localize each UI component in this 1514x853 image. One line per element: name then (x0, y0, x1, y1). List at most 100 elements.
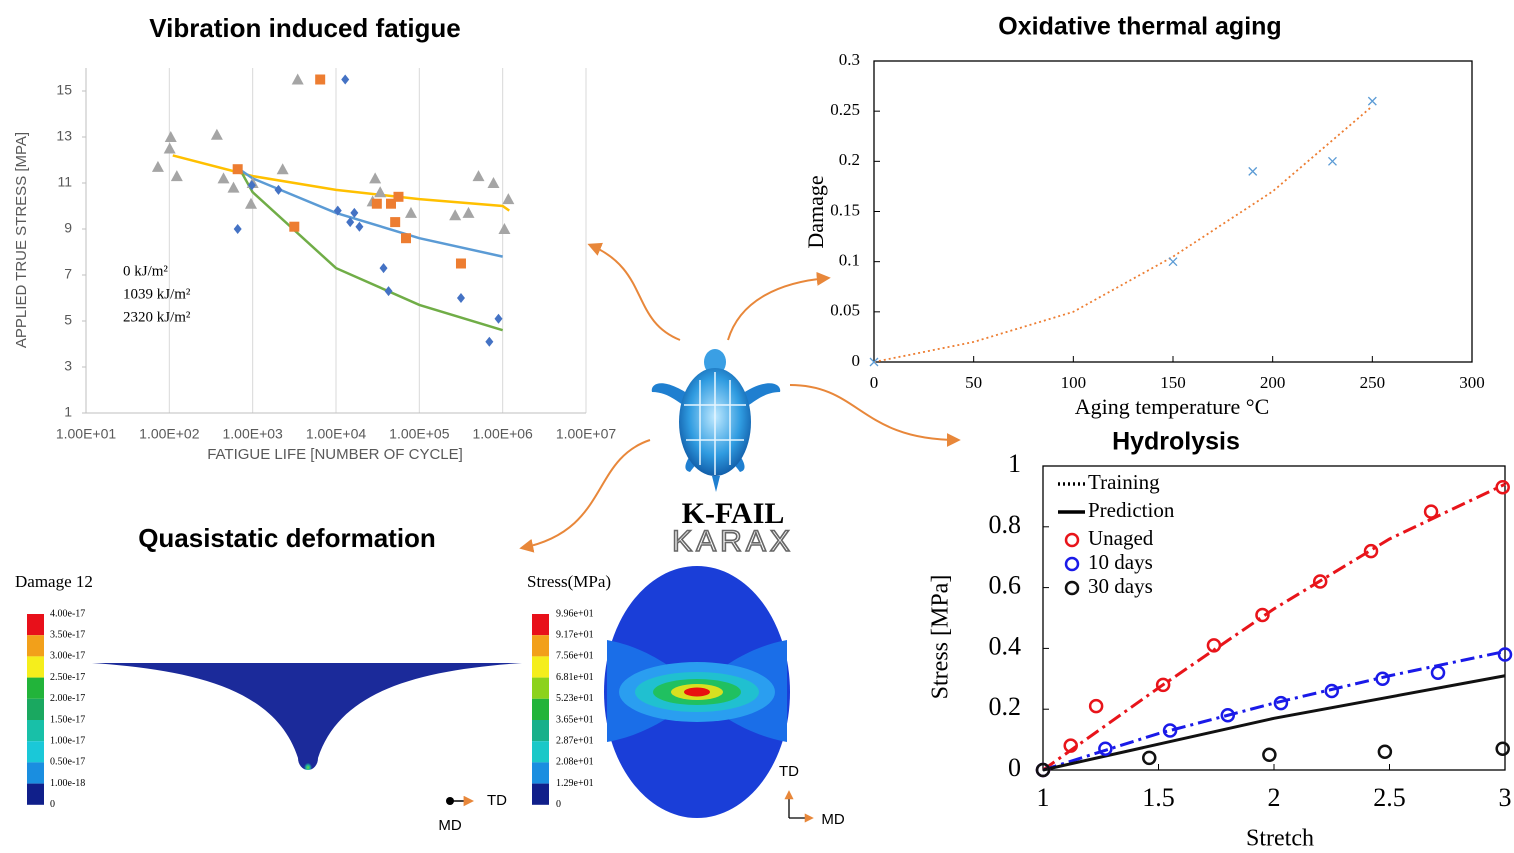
marker-x (1367, 96, 1377, 106)
marker-circle (1273, 695, 1289, 711)
colorbar-label: 1.00e-18 (50, 778, 85, 789)
shell-pattern (684, 372, 746, 475)
marker-triangle (374, 186, 387, 198)
arrow (727, 271, 831, 341)
colorbar-label: 6.81e+01 (556, 672, 594, 683)
y-tick-label: 1 (64, 404, 72, 420)
marker-diamond (333, 205, 342, 216)
y-axis-label: Stress [MPa] (928, 575, 954, 700)
marker-diamond (346, 217, 355, 228)
marker-triangle (498, 223, 511, 234)
turtle-logo (651, 349, 781, 492)
colorbar-label: 0.50e-17 (50, 757, 85, 768)
marker-circle (1377, 744, 1393, 760)
trend-line (238, 168, 504, 332)
marker-square (390, 217, 401, 228)
legend-marker (1064, 556, 1080, 572)
x-axis-label: Stretch (1246, 826, 1314, 852)
marker-triangle (227, 181, 240, 193)
marker-triangle (291, 73, 304, 85)
arrow (789, 384, 961, 447)
marker-square (385, 198, 396, 209)
y-tick-label: 0.8 (989, 510, 1022, 539)
colorbar-label: 7.56e+01 (556, 651, 594, 662)
colorbar-title: Stress(MPa) (527, 572, 611, 591)
x-tick-label: 1.00E+07 (556, 426, 617, 442)
y-tick-label: 0.05 (830, 301, 860, 320)
y-tick-label: 5 (64, 312, 72, 328)
marker-diamond (350, 207, 359, 218)
colorbar-swatch (27, 614, 44, 636)
y-axis-label: Damage (803, 175, 828, 248)
marker-square (315, 74, 326, 85)
legend-marker (1064, 580, 1080, 596)
plot-frame (873, 60, 1473, 363)
y-axis-label: APPLIED TRUE STRESS [MPA] (13, 132, 30, 348)
y-tick-label: 13 (56, 128, 72, 144)
y-tick-label: 0.25 (830, 100, 860, 119)
colorbar-label: 4.00e-17 (50, 608, 85, 619)
legend-label: 30 days (1088, 574, 1153, 598)
marker-square (401, 233, 412, 244)
marker-circle (1495, 741, 1510, 756)
x-tick-label: 3 (1499, 783, 1512, 812)
colorbar-label: 0 (556, 799, 561, 810)
colorbar-label: 5.23e+01 (556, 693, 594, 704)
y-tick-label: 1 (1008, 449, 1021, 478)
colorbar-label: 3.00e-17 (50, 651, 85, 662)
x-tick-label: 1.5 (1142, 783, 1175, 812)
marker-diamond (247, 180, 256, 191)
marker-circle (1155, 677, 1171, 693)
marker-circle (1088, 698, 1104, 714)
legend-marker (1064, 532, 1080, 548)
x-tick-label: 2.5 (1373, 783, 1406, 812)
colorbar-swatch (27, 656, 44, 678)
marker-diamond (384, 286, 393, 297)
marker-diamond (355, 221, 364, 232)
marker-square (289, 221, 300, 232)
colorbar-swatch (532, 783, 549, 805)
td-label: TD (779, 763, 799, 780)
colorbar-label: 3.65e+01 (556, 714, 594, 725)
x-tick-label: 1.00E+04 (306, 426, 367, 442)
x-axis-label: Aging temperature °C (1075, 394, 1270, 419)
colorbar-label: 2.00e-17 (50, 693, 85, 704)
colorbar-swatch (27, 677, 44, 699)
marker-circle (1430, 665, 1446, 680)
marker-circle (1220, 708, 1236, 723)
marker-diamond (341, 74, 350, 85)
colorbar-swatch (27, 720, 44, 742)
legend-label: 10 days (1088, 550, 1153, 574)
y-tick-label: 0.1 (839, 251, 860, 270)
plot-frame (1042, 465, 1506, 771)
md-label: MD (438, 817, 461, 834)
colorbar-swatch (532, 635, 549, 657)
y-tick-label: 11 (57, 174, 72, 190)
colorbar-swatch (27, 635, 44, 657)
damage-hotspot (298, 746, 318, 770)
marker-circle (1142, 750, 1157, 766)
arrow (587, 242, 681, 341)
chart-title: Oxidative thermal aging (998, 13, 1281, 41)
marker-diamond (456, 293, 465, 303)
colorbar-swatch (27, 762, 44, 784)
marker-triangle (170, 170, 183, 182)
marker-triangle (151, 160, 164, 172)
x-tick-label: 1.00E+05 (389, 426, 450, 442)
marker-circle (1495, 480, 1510, 495)
y-tick-label: 7 (64, 266, 72, 282)
marker-triangle (449, 209, 462, 221)
x-tick-label: 1.00E+02 (139, 426, 200, 442)
marker-circle (1497, 647, 1513, 662)
marker-triangle (164, 131, 177, 142)
x-tick-label: 150 (1160, 373, 1186, 392)
y-tick-label: 3 (64, 358, 72, 374)
y-tick-label: 15 (56, 82, 72, 98)
legend-label: 1039 kJ/m² (123, 286, 191, 302)
chart-title: Vibration induced fatigue (149, 13, 461, 43)
marker-x (1248, 166, 1258, 176)
y-tick-label: 0.15 (830, 200, 860, 219)
y-tick-label: 0.4 (989, 631, 1022, 660)
y-tick-label: 0.2 (839, 150, 860, 169)
x-tick-label: 300 (1459, 373, 1485, 392)
